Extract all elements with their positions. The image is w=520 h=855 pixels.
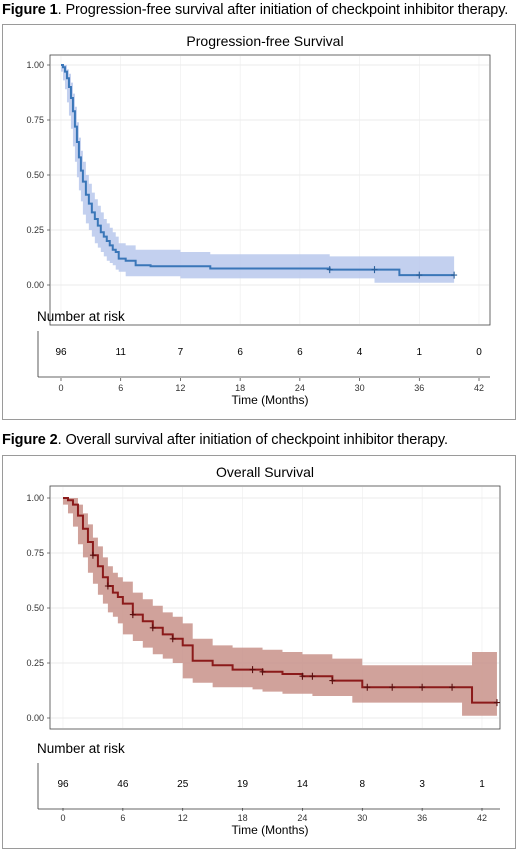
x-tick-label: 24 bbox=[295, 383, 305, 393]
censor-mark bbox=[329, 677, 336, 685]
censor-mark bbox=[419, 683, 426, 691]
censor-mark bbox=[104, 582, 111, 590]
figure-2-caption-text: . Overall survival after initiation of c… bbox=[57, 432, 448, 448]
risk-count: 0 bbox=[476, 347, 482, 358]
y-tick-label: 0.00 bbox=[26, 280, 44, 290]
x-tick-label: 18 bbox=[235, 383, 245, 393]
risk-table-title: Number at risk bbox=[37, 741, 125, 756]
survival-line bbox=[61, 64, 455, 277]
y-tick-label: 0.50 bbox=[26, 170, 44, 180]
figure-2-caption: Figure 2. Overall survival after initiat… bbox=[2, 432, 448, 448]
confidence-band-area bbox=[61, 65, 455, 283]
figure-2-panel: Overall Survival 0.00 0.25 0.50 0.75 1.00 Nu… bbox=[2, 455, 516, 849]
x-tick-label: 12 bbox=[178, 813, 188, 823]
censor-marks bbox=[89, 551, 500, 707]
censor-mark bbox=[451, 271, 458, 279]
y-axis-ticks: 0.00 0.25 0.50 0.75 1.00 bbox=[26, 60, 50, 290]
y-tick-label: 0.25 bbox=[26, 225, 44, 235]
x-axis-ticks: 0 6 12 18 24 30 36 42 bbox=[60, 808, 487, 823]
chart-title: Overall Survival bbox=[216, 464, 314, 480]
confidence-band bbox=[61, 65, 455, 283]
y-tick-label: 0.00 bbox=[26, 713, 44, 723]
censor-mark bbox=[129, 611, 136, 619]
figure-2-caption-label: Figure 2 bbox=[2, 432, 58, 448]
censor-mark bbox=[169, 635, 176, 643]
risk-count: 25 bbox=[177, 779, 189, 790]
x-tick-label: 18 bbox=[238, 813, 248, 823]
figure-1-caption: Figure 1. Progression-free survival afte… bbox=[2, 2, 508, 18]
x-axis-title: Time (Months) bbox=[232, 823, 309, 837]
risk-count: 1 bbox=[479, 779, 485, 790]
censor-mark bbox=[389, 683, 396, 691]
risk-count: 6 bbox=[237, 347, 243, 358]
grid-lines bbox=[51, 56, 489, 324]
pfs-chart: Progression-free Survival 0.000.250.500.… bbox=[26, 33, 491, 407]
survival-curve bbox=[61, 64, 455, 277]
risk-count: 19 bbox=[237, 779, 249, 790]
risk-count: 8 bbox=[360, 779, 366, 790]
censor-mark bbox=[89, 551, 96, 559]
x-tick-label: 42 bbox=[477, 813, 487, 823]
risk-count: 46 bbox=[117, 779, 129, 790]
risk-table: 96 46 25 19 14 8 3 1 bbox=[57, 779, 485, 790]
x-tick-label: 6 bbox=[120, 813, 125, 823]
risk-count: 4 bbox=[357, 347, 363, 358]
figure-1-panel: Progression-free Survival 0.00 0.25 0.50 0.… bbox=[2, 24, 516, 420]
figure-1-caption-label: Figure 1 bbox=[2, 2, 58, 18]
x-tick-label: 0 bbox=[60, 813, 65, 823]
x-tick-label: 0 bbox=[58, 383, 63, 393]
x-tick-label: 36 bbox=[417, 813, 427, 823]
censor-mark bbox=[299, 672, 306, 680]
y-tick-label: 1.00 bbox=[26, 60, 44, 70]
y-tick-label: 0.25 bbox=[26, 658, 44, 668]
risk-count: 14 bbox=[297, 779, 309, 790]
x-tick-label: 36 bbox=[414, 383, 424, 393]
figure-1-caption-text: . Progression-free survival after initia… bbox=[57, 2, 509, 18]
censor-mark bbox=[371, 266, 378, 274]
x-tick-label: 24 bbox=[297, 813, 307, 823]
risk-count: 96 bbox=[55, 347, 67, 358]
x-axis-title: Time (Months) bbox=[232, 393, 309, 407]
risk-count: 6 bbox=[297, 347, 303, 358]
risk-count: 11 bbox=[116, 347, 127, 358]
chart-title: Progression-free Survival bbox=[186, 33, 343, 49]
x-tick-label: 30 bbox=[355, 383, 365, 393]
x-tick-label: 12 bbox=[175, 383, 185, 393]
x-tick-label: 6 bbox=[118, 383, 123, 393]
plot-frame bbox=[49, 485, 501, 730]
censor-mark bbox=[416, 271, 423, 279]
y-tick-label: 0.50 bbox=[26, 603, 44, 613]
confidence-band-area bbox=[63, 498, 497, 716]
confidence-band bbox=[63, 498, 497, 716]
y-axis-ticks: 0.00 0.25 0.50 0.75 1.00 bbox=[26, 493, 50, 723]
x-axis-ticks: 0 6 12 18 24 30 36 42 bbox=[58, 378, 484, 393]
censor-mark bbox=[309, 672, 316, 680]
risk-count: 7 bbox=[178, 347, 184, 358]
y-tick-label: 0.75 bbox=[26, 115, 44, 125]
x-tick-label: 42 bbox=[474, 383, 484, 393]
x-tick-label: 30 bbox=[357, 813, 367, 823]
risk-count: 3 bbox=[419, 779, 425, 790]
risk-count: 1 bbox=[417, 347, 423, 358]
censor-mark bbox=[259, 668, 266, 676]
risk-table: 96 11 7 6 6 4 1 0 bbox=[55, 347, 482, 358]
censor-mark bbox=[149, 624, 156, 632]
censor-mark bbox=[449, 683, 456, 691]
plot-frame bbox=[49, 54, 491, 326]
risk-table-title: Number at risk bbox=[37, 309, 125, 324]
censor-mark bbox=[364, 683, 371, 691]
censor-marks bbox=[326, 266, 458, 279]
y-tick-label: 1.00 bbox=[26, 493, 44, 503]
censor-mark bbox=[326, 266, 333, 274]
y-tick-label: 0.75 bbox=[26, 548, 44, 558]
censor-mark bbox=[249, 666, 256, 674]
os-chart: Overall Survival 0.00 0.25 0.50 0.75 1.00 Nu… bbox=[26, 464, 501, 837]
censor-mark bbox=[493, 699, 500, 707]
risk-count: 96 bbox=[57, 779, 69, 790]
